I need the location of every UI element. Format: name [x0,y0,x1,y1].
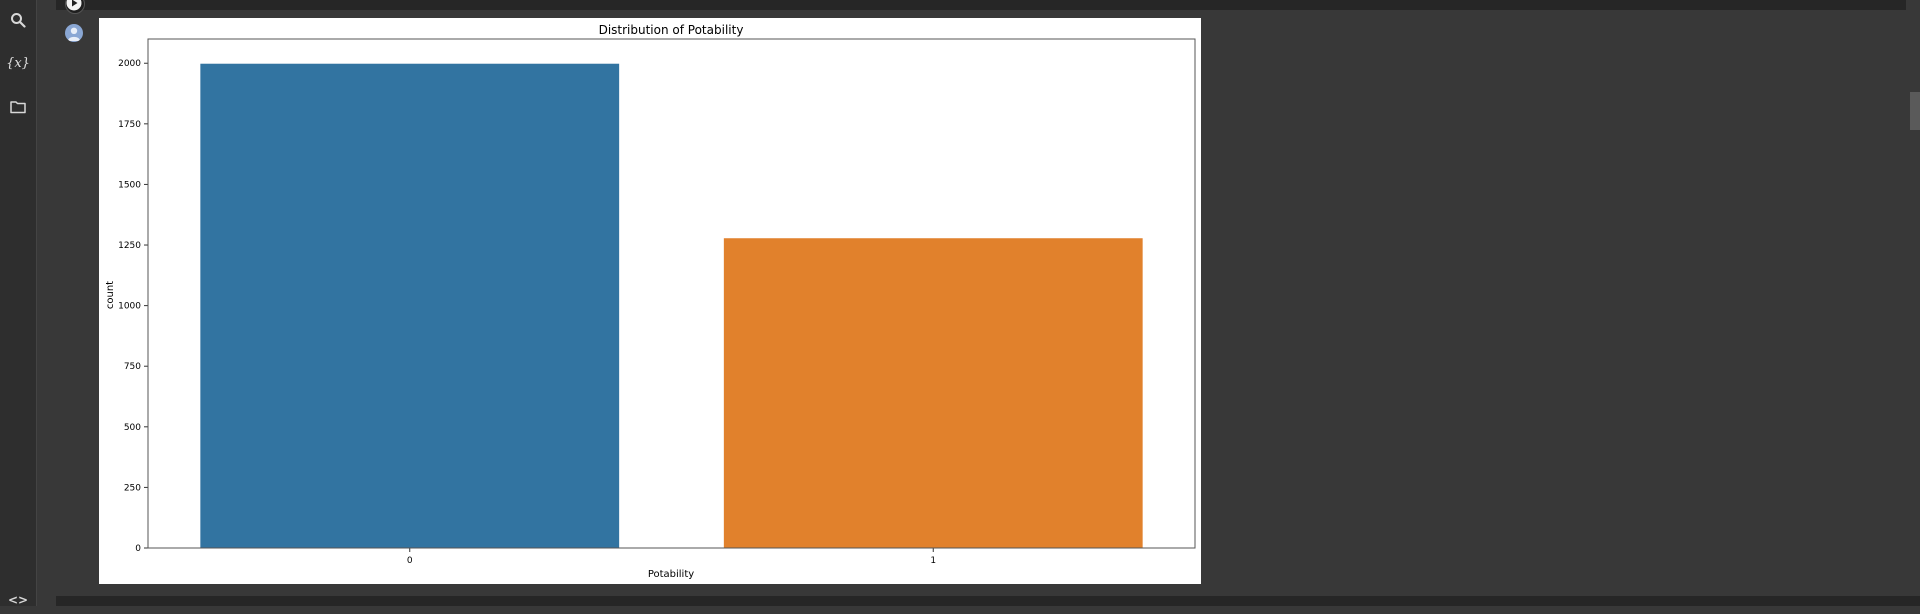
y-tick-label: 1500 [118,180,141,190]
play-icon [66,0,82,11]
chart-output: Distribution of Potability count Potabil… [99,18,1201,584]
y-tick-label: 750 [124,362,141,372]
bar-0 [200,63,620,548]
y-tick-label: 1750 [118,120,141,130]
bar-1 [723,238,1143,549]
y-tick-label: 500 [124,423,141,433]
user-avatar[interactable] [65,24,83,42]
search-icon [11,13,26,28]
variables-button[interactable]: {x} [0,49,36,77]
files-button[interactable] [0,93,36,121]
plot-frame [147,38,1196,549]
chart-title: Distribution of Potability [599,23,744,37]
y-axis-label: count [105,281,116,309]
folder-icon [10,101,26,114]
user-avatar-icon [68,27,80,41]
y-tick-label: 1250 [118,241,141,251]
y-tick-label: 2000 [118,59,141,69]
y-tick-label: 250 [124,483,141,493]
scrollbar-thumb[interactable] [1910,92,1920,130]
search-button[interactable] [0,6,36,34]
status-bar [56,596,1920,606]
x-axis-label: Potability [648,569,694,580]
x-tick-label: 0 [407,556,413,566]
code-icon: <> [7,593,29,607]
left-sidebar: {x} <> [0,0,37,607]
x-tick-label: 1 [930,556,936,566]
run-cell-button[interactable] [65,0,85,14]
code-snippets-button[interactable]: <> [0,586,36,614]
bar-chart: Distribution of Potability count Potabil… [105,23,1196,580]
variables-icon: {x} [6,55,30,71]
y-tick-label: 1000 [118,302,141,312]
cell-toolbar [56,0,1906,10]
y-tick-label: 0 [135,544,141,554]
